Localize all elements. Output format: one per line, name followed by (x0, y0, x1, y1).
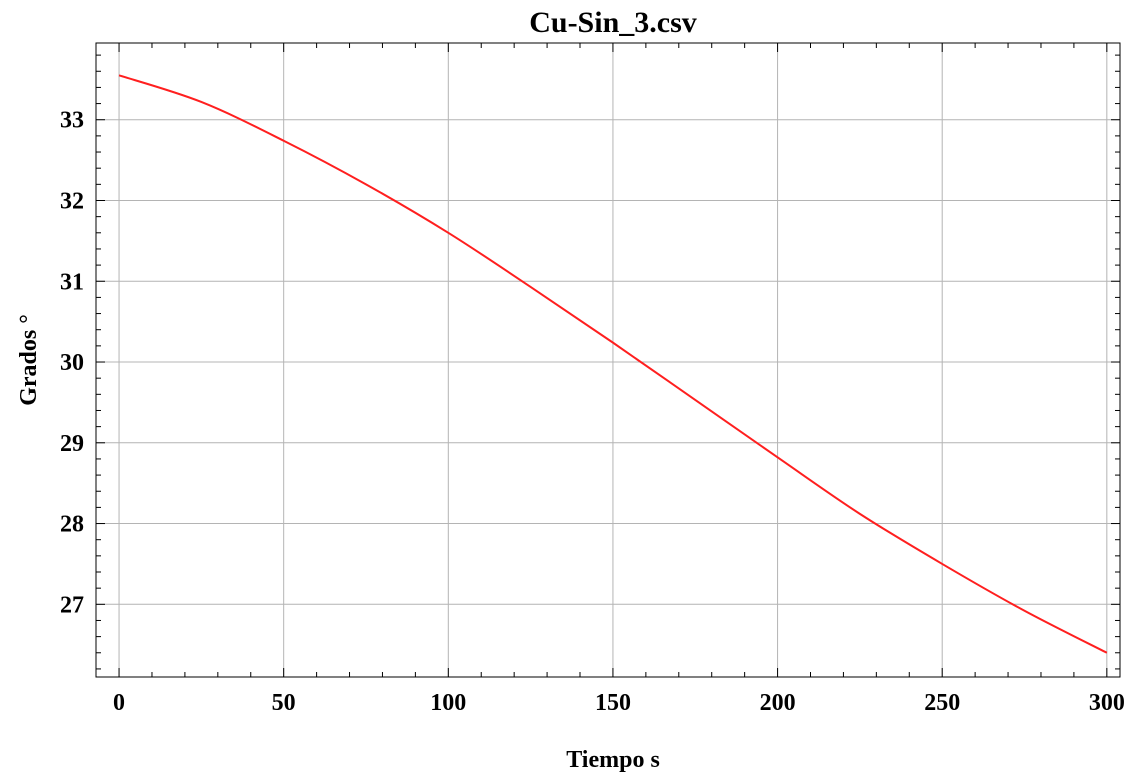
y-tick-label: 30 (60, 350, 84, 376)
y-tick-label: 32 (60, 188, 84, 214)
x-tick-label: 300 (1089, 690, 1125, 716)
plot-frame (95, 42, 1121, 678)
x-tick-label: 250 (924, 690, 960, 716)
y-tick-label: 27 (60, 592, 84, 618)
chart-title: Cu-Sin_3.csv (529, 6, 697, 39)
axis-ticks (96, 43, 1120, 677)
x-tick-label: 200 (760, 690, 796, 716)
y-tick-label: 33 (60, 108, 84, 134)
y-axis-label: Grados ° (16, 314, 42, 406)
y-tick-label: 31 (60, 269, 84, 295)
tick-labels: 0 50 100 150 200 250 300 27 28 29 30 31 32 33 (60, 108, 1125, 716)
x-tick-label: 50 (272, 690, 296, 716)
grid-lines (96, 43, 1120, 677)
x-tick-label: 0 (113, 690, 125, 716)
x-axis-label: Tiempo s (566, 747, 660, 773)
y-tick-label: 28 (60, 512, 84, 538)
series-layer (118, 74, 1108, 654)
x-tick-label: 100 (430, 690, 466, 716)
x-tick-label: 150 (595, 690, 631, 716)
series-line (118, 74, 1108, 654)
y-tick-label: 29 (60, 431, 84, 457)
